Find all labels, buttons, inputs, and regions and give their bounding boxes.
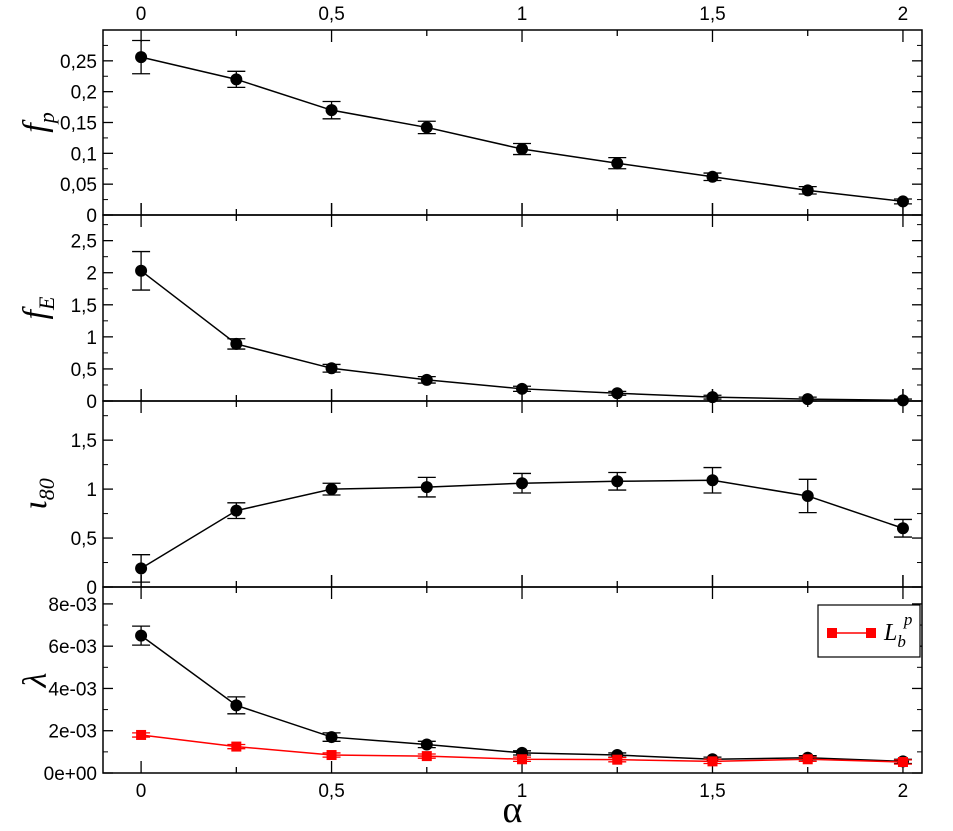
y-tick-label: 4e-03 — [48, 679, 97, 700]
y-axis-label-f_E: fE — [17, 296, 59, 319]
data-point — [516, 382, 529, 395]
y-tick-label: 1 — [86, 480, 97, 501]
data-point — [230, 504, 243, 517]
legend-label-superscript: p — [903, 610, 913, 629]
plot-frame-f_E — [102, 214, 923, 402]
x-top-tick-label: 0 — [136, 4, 147, 25]
y-tick-label: 1,5 — [71, 296, 97, 317]
y-axis-label-subscript: E — [34, 296, 59, 311]
data-point — [420, 481, 433, 494]
data-point — [896, 394, 909, 407]
x-top-tick-label: 2 — [898, 4, 909, 25]
data-point — [135, 264, 148, 277]
data-point-square — [136, 729, 147, 740]
y-tick-label: 0,2 — [71, 83, 97, 104]
data-point — [801, 489, 814, 502]
x-bottom-tick-label: 1,5 — [699, 781, 725, 802]
y-tick-label: 0e+00 — [44, 764, 97, 785]
y-tick-label: 8e-03 — [48, 595, 97, 616]
y-tick-label: 0,25 — [60, 52, 97, 73]
y-tick-label: 2,5 — [71, 232, 97, 253]
data-point — [230, 699, 243, 712]
data-point — [420, 373, 433, 386]
data-point — [896, 522, 909, 535]
data-point — [230, 337, 243, 350]
x-axis-label: α — [503, 789, 523, 831]
y-axis-label-main: ι — [17, 500, 54, 509]
data-point-square — [231, 741, 242, 752]
axis-labels: 0 0,05 0,1 0,15 0,2 0,25 0 0,5 1 1,5 2 fp 0 0,5 1 1,5 2 2… — [17, 4, 921, 831]
data-point-square — [897, 757, 908, 768]
data-point-square — [326, 750, 337, 761]
data-point — [135, 51, 148, 64]
legend-marker — [866, 628, 876, 638]
data-point — [325, 362, 338, 375]
x-bottom-tick-label: 0,5 — [318, 781, 344, 802]
y-tick-label: 2e-03 — [48, 722, 97, 743]
y-tick-label: 0 — [86, 206, 97, 227]
data-point — [325, 731, 338, 744]
y-tick-label: 0,5 — [71, 360, 97, 381]
y-tick-label: 1 — [86, 328, 97, 349]
data-point — [420, 121, 433, 134]
data-point — [706, 474, 719, 487]
legend-label-main: L — [883, 620, 897, 646]
data-point-square — [517, 754, 528, 765]
data-point — [801, 184, 814, 197]
series-line-lambda-0 — [140, 635, 903, 763]
y-tick-label: 6e-03 — [48, 637, 97, 658]
series-line-f_E-0 — [140, 270, 903, 402]
data-point-square — [421, 751, 432, 762]
x-top-tick-label: 0,5 — [318, 4, 344, 25]
legend-marker — [827, 628, 837, 638]
y-tick-label: 0,15 — [60, 114, 97, 135]
data-point-square — [707, 756, 718, 767]
data-point — [325, 104, 338, 117]
y-tick-label: 0 — [86, 392, 97, 413]
x-bottom-tick-label: 2 — [898, 781, 909, 802]
data-point — [516, 143, 529, 156]
x-bottom-tick-label: 1 — [517, 781, 528, 802]
y-axis-label-subscript: p — [34, 112, 59, 125]
y-tick-label: 0,5 — [71, 529, 97, 550]
plot-frame-lambda — [102, 586, 923, 774]
y-axis-label-iota_80: ι80 — [17, 478, 59, 509]
data-series — [132, 39, 912, 768]
data-point — [611, 387, 624, 400]
data-point — [801, 393, 814, 406]
y-axis-label-subscript: 80 — [34, 478, 59, 500]
x-top-tick-label: 1 — [517, 4, 528, 25]
y-tick-label: 0,05 — [60, 175, 97, 196]
plot-frames — [102, 29, 923, 774]
data-point — [516, 477, 529, 490]
x-top-tick-label: 1,5 — [699, 4, 725, 25]
data-point — [896, 195, 909, 208]
data-point-square — [802, 754, 813, 765]
x-bottom-tick-label: 0 — [136, 781, 147, 802]
series-line-f_p-0 — [140, 56, 904, 203]
y-tick-label: 0 — [86, 578, 97, 599]
data-point — [706, 170, 719, 183]
data-point — [135, 629, 148, 642]
y-axis-label-lambda: λ — [17, 673, 54, 689]
y-tick-label: 1,5 — [71, 431, 97, 452]
y-tick-label: 2 — [86, 264, 97, 285]
data-point — [325, 483, 338, 496]
legend-label-subscript: b — [897, 632, 906, 651]
data-point — [420, 738, 433, 751]
data-point — [706, 391, 719, 404]
data-point — [135, 562, 148, 575]
legend-label: Lbp — [883, 610, 912, 651]
data-point-square — [612, 754, 623, 765]
data-point — [230, 73, 243, 86]
data-point — [611, 157, 624, 170]
y-axis-label-f_p: fp — [17, 112, 59, 132]
y-axis-label-main: λ — [17, 673, 54, 689]
data-point — [611, 475, 624, 488]
y-tick-label: 0,1 — [71, 144, 97, 165]
